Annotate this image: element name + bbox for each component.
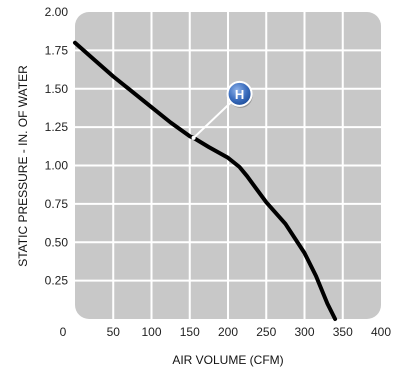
annotation-point	[191, 135, 196, 140]
x-axis-title: AIR VOLUME (CFM)	[172, 353, 283, 367]
x-tick-label: 400	[371, 325, 391, 339]
x-tick-label: 200	[218, 325, 238, 339]
y-tick-label: 1.75	[45, 43, 69, 57]
annotations: H	[191, 80, 253, 140]
y-tick-label: 0.75	[45, 197, 69, 211]
x-tick-label: 300	[294, 325, 314, 339]
x-tick-label: 250	[256, 325, 276, 339]
series-group	[73, 40, 338, 321]
x-tick-label: 100	[141, 325, 161, 339]
annotation-leader-line	[192, 99, 235, 139]
y-axis-ticks: 0.25 0.50 0.75 1.00 1.25 1.50 1.75 2.00	[45, 5, 69, 288]
annotation-marker	[226, 80, 253, 107]
y-tick-label: 0.25	[45, 274, 69, 288]
x-tick-label: 50	[107, 325, 121, 339]
x-tick-label: 350	[333, 325, 353, 339]
y-tick-label: 1.25	[45, 120, 69, 134]
annotation-label: H	[235, 87, 244, 102]
x-axis-ticks: 0 50 100 150 200 250 300 350 400	[60, 325, 392, 339]
y-tick-label: 0.50	[45, 235, 69, 249]
series-line-0	[73, 40, 338, 321]
y-axis-title: STATIC PRESSURE - IN. OF WATER	[16, 65, 30, 267]
y-tick-label: 1.00	[45, 159, 69, 173]
y-tick-label: 1.50	[45, 82, 69, 96]
x-tick-label: 150	[180, 325, 200, 339]
x-tick-label: 0	[60, 325, 67, 339]
y-tick-label: 2.00	[45, 5, 69, 19]
